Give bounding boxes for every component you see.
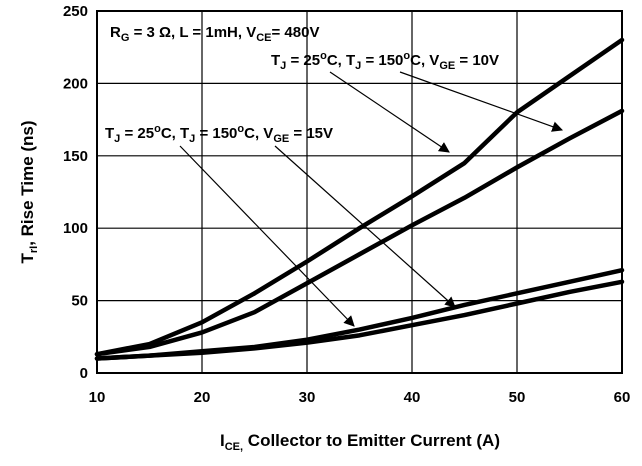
y-tick-label: 0 bbox=[80, 365, 88, 382]
annotation-arrows bbox=[179, 71, 564, 327]
x-tick-labels: 10 20 30 40 50 60 bbox=[89, 389, 631, 406]
x-tick-label: 50 bbox=[509, 389, 526, 406]
annotation-arrow bbox=[274, 145, 456, 308]
y-tick-label: 100 bbox=[63, 220, 88, 237]
annotation-arrow bbox=[399, 71, 564, 132]
x-tick-label: 30 bbox=[299, 389, 316, 406]
annotation-vge-10v: TJ = 25oC, TJ = 150oC, VGE = 10V bbox=[271, 50, 499, 72]
y-tick-labels: 0 50 100 150 200 250 bbox=[63, 3, 88, 382]
annotation-vge-15v: TJ = 25oC, TJ = 150oC, VGE = 15V bbox=[105, 123, 333, 145]
x-tick-label: 10 bbox=[89, 389, 106, 406]
y-tick-label: 200 bbox=[63, 75, 88, 92]
annotation-arrow bbox=[179, 145, 355, 327]
y-tick-label: 250 bbox=[63, 3, 88, 20]
x-axis-label: ICE, Collector to Emitter Current (A) bbox=[220, 431, 500, 453]
y-axis-label: TrI, Rise Time (ns) bbox=[18, 120, 40, 263]
series-layer bbox=[94, 37, 625, 361]
y-tick-label: 150 bbox=[63, 148, 88, 165]
y-tick-label: 50 bbox=[71, 293, 88, 310]
x-tick-label: 20 bbox=[194, 389, 211, 406]
annotation-test-conditions: RG = 3 Ω, L = 1mH, VCE= 480V bbox=[110, 24, 319, 44]
annotation-arrow bbox=[329, 71, 450, 153]
plot-area bbox=[96, 10, 623, 374]
x-tick-label: 40 bbox=[404, 389, 421, 406]
x-tick-label: 60 bbox=[614, 389, 631, 406]
